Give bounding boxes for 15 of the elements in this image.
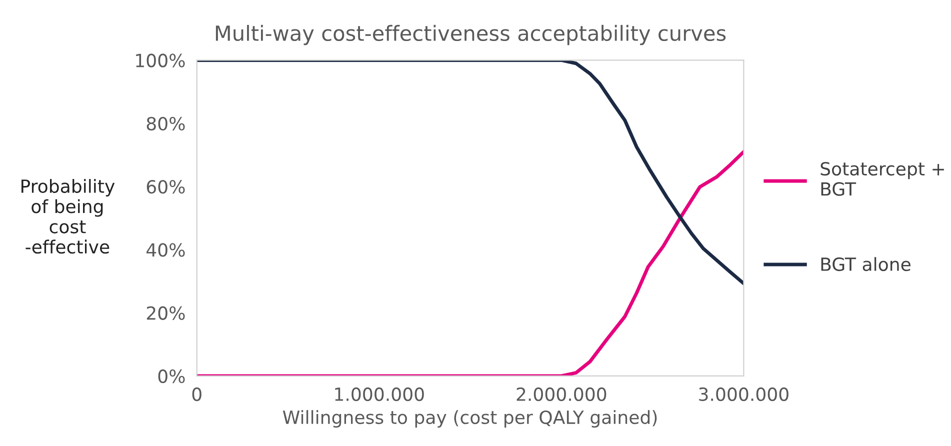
chart-title: Multi-way cost-effectiveness acceptability curves: [216, 24, 726, 46]
y-tick-label: 100%: [136, 54, 185, 68]
y-tick-label: 60%: [146, 180, 185, 194]
legend-label: BGT alone: [821, 257, 910, 272]
y-axis-title: Probability of being cost -effective: [22, 179, 115, 254]
x-tick-label: 1.000.000: [335, 387, 424, 402]
y-tick-label: 40%: [146, 243, 185, 257]
x-tick-label: 0: [192, 387, 202, 402]
x-axis-title: Willingness to pay (cost per QALY gained): [282, 410, 657, 428]
y-tick-label: 0%: [158, 369, 185, 384]
x-tick-label: 2.000.000: [516, 387, 606, 402]
legend-label: Sotatercept + BGT: [820, 162, 944, 196]
y-tick-label: 80%: [146, 116, 185, 130]
y-tick-label: 20%: [146, 306, 185, 320]
x-tick-label: 3.000.000: [699, 387, 788, 402]
